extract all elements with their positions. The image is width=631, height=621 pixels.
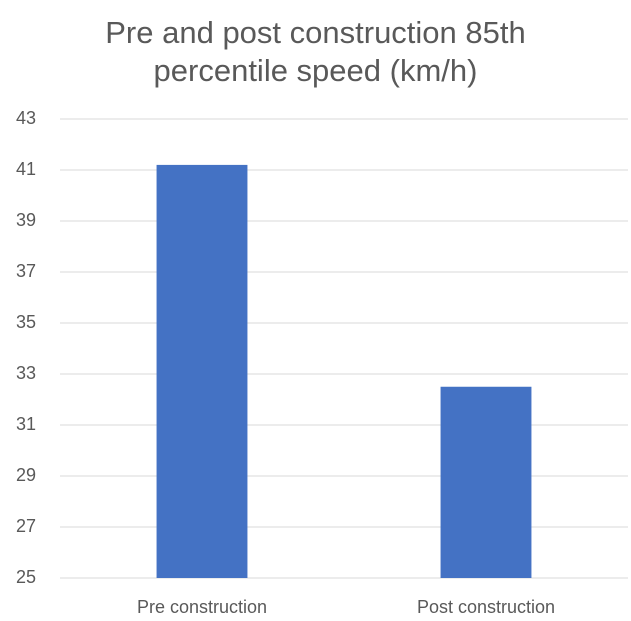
y-tick-label: 31 — [16, 414, 36, 434]
y-tick-label: 41 — [16, 159, 36, 179]
x-tick-label: Pre construction — [137, 597, 267, 617]
chart-title: Pre and post construction 85th percentil… — [105, 15, 526, 88]
y-tick-label: 25 — [16, 567, 36, 587]
y-tick-label: 39 — [16, 210, 36, 230]
y-tick-label: 43 — [16, 108, 36, 128]
y-tick-label: 29 — [16, 465, 36, 485]
y-tick-label: 37 — [16, 261, 36, 281]
x-tick-label: Post construction — [417, 597, 555, 617]
y-tick-label: 33 — [16, 363, 36, 383]
bar — [440, 386, 532, 578]
y-tick-label: 35 — [16, 312, 36, 332]
y-tick-label: 27 — [16, 516, 36, 536]
bar — [156, 164, 248, 578]
